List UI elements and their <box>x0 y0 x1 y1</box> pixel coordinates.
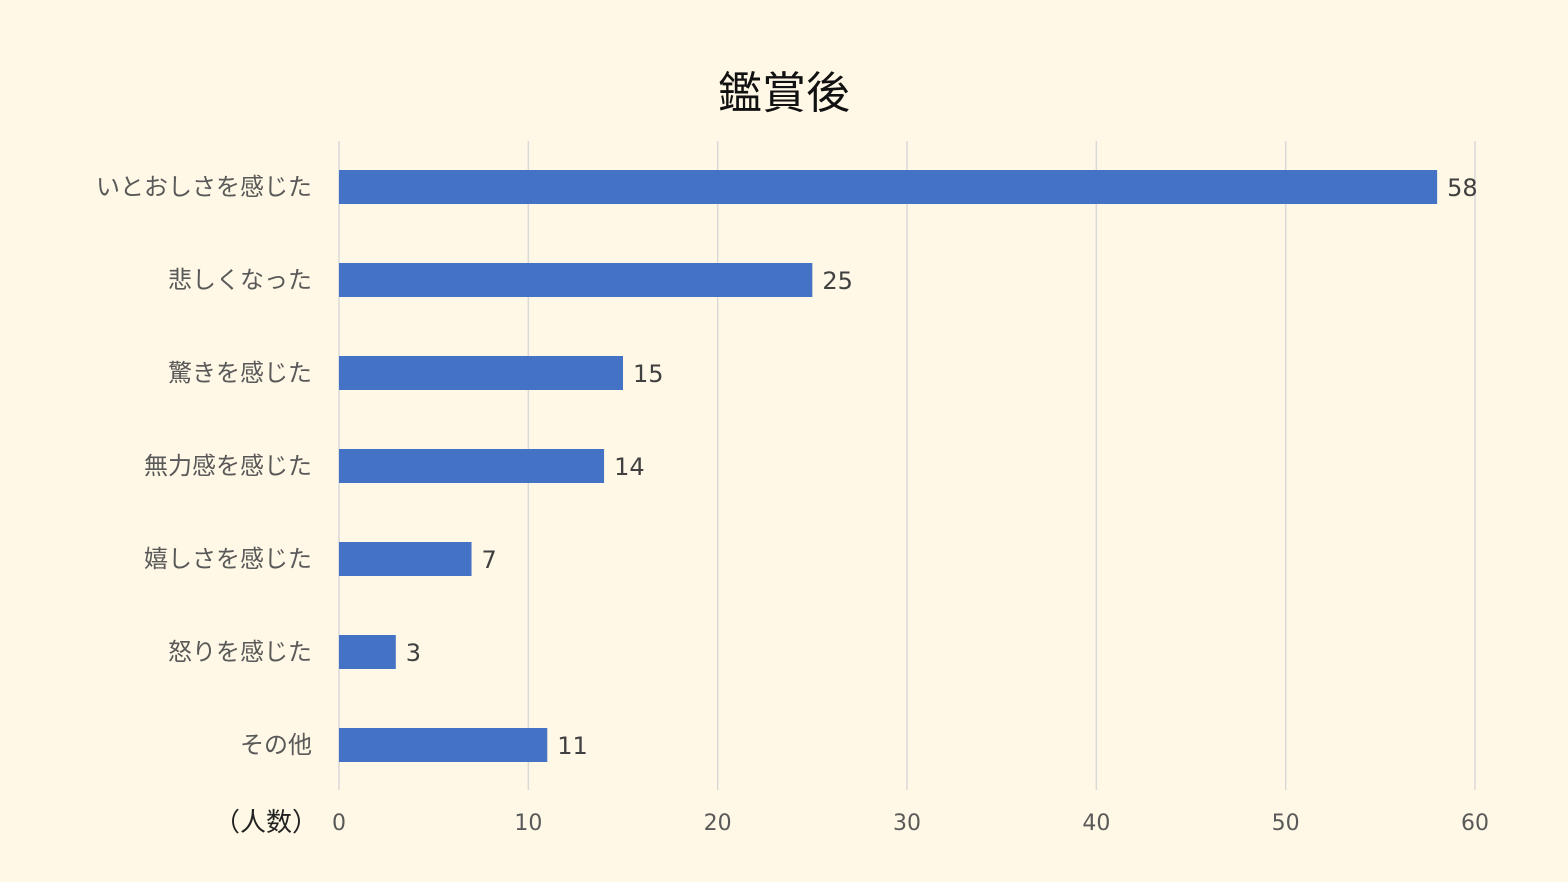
x-tick-label: 30 <box>893 811 921 836</box>
category-label: いとおしさを感じた <box>96 173 312 201</box>
category-label: 無力感を感じた <box>144 452 312 480</box>
gridlines <box>338 141 1476 790</box>
category-label: 嬉しさを感じた <box>144 545 312 573</box>
bars <box>339 170 1438 762</box>
data-label: 11 <box>557 732 588 760</box>
data-labels: 58 25 15 14 7 3 11 <box>406 174 1478 760</box>
data-label: 14 <box>614 453 645 481</box>
data-label: 25 <box>822 267 853 295</box>
bar <box>339 170 1438 204</box>
bar <box>339 728 548 762</box>
x-axis-unit-label: （人数） <box>214 808 318 838</box>
data-label: 3 <box>406 639 421 667</box>
category-label: 怒りを感じた <box>168 638 312 666</box>
x-tick-label: 60 <box>1461 811 1489 836</box>
category-label: 驚きを感じた <box>168 359 312 387</box>
x-tick-label: 50 <box>1272 811 1300 836</box>
x-tick-label: 10 <box>514 811 542 836</box>
bar <box>339 449 605 483</box>
data-label: 7 <box>482 546 497 574</box>
x-axis-tick-labels: 0 10 20 30 40 50 60 <box>332 811 1489 836</box>
category-label: その他 <box>240 731 312 759</box>
bar <box>339 542 472 576</box>
data-label: 58 <box>1447 174 1478 202</box>
bar <box>339 263 813 297</box>
bar <box>339 356 623 390</box>
x-tick-label: 40 <box>1082 811 1110 836</box>
category-labels: いとおしさを感じた悲しくなった驚きを感じた無力感を感じた嬉しさを感じた怒りを感じ… <box>96 173 312 759</box>
category-label: 悲しくなった <box>168 266 312 294</box>
bar <box>339 635 396 669</box>
x-tick-label: 0 <box>332 811 346 836</box>
data-label: 15 <box>633 360 664 388</box>
chart-title: 鑑賞後 <box>718 68 850 119</box>
x-tick-label: 20 <box>704 811 732 836</box>
